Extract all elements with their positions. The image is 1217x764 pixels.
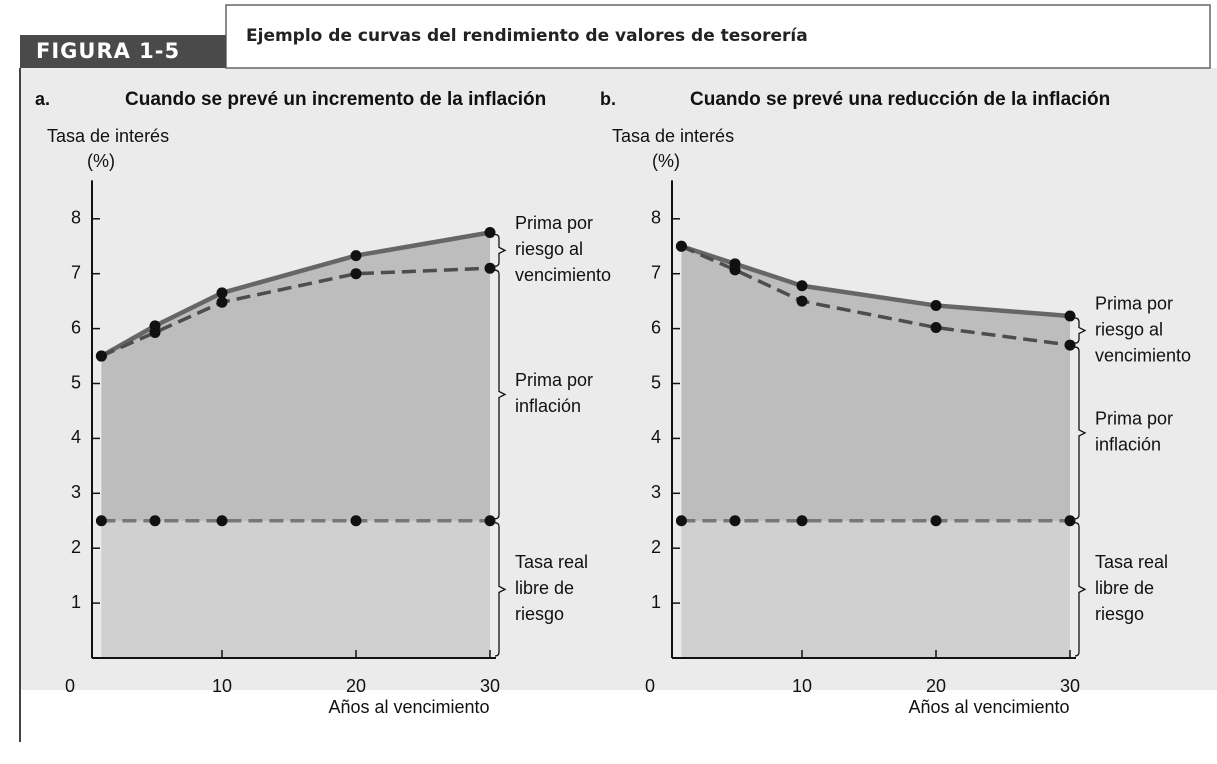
y-tick-label: 4 (651, 427, 661, 447)
data-point (930, 322, 942, 334)
data-point (930, 515, 942, 527)
x-axis-label: Años al vencimiento (328, 697, 489, 717)
x-tick-label: 10 (792, 676, 812, 696)
data-point (95, 350, 107, 362)
data-point (930, 300, 942, 312)
y-tick-label: 2 (71, 537, 81, 557)
y-tick-label: 8 (71, 208, 81, 228)
data-point (1064, 339, 1076, 351)
data-point (95, 515, 107, 527)
y-tick-label: 7 (71, 262, 81, 282)
bracket (1074, 522, 1087, 657)
x-axis-label: Años al vencimiento (908, 697, 1069, 717)
chart-title: Cuando se prevé un incremento de la infl… (125, 89, 546, 110)
y-axis-label: (%) (87, 151, 115, 171)
chart-title: Cuando se prevé una reducción de la infl… (690, 89, 1110, 110)
y-tick-label: 8 (651, 208, 661, 228)
panel-letter: b. (600, 89, 616, 109)
y-axis-label: (%) (652, 151, 680, 171)
data-point (796, 295, 808, 307)
y-axis-label: Tasa de interés (612, 126, 734, 146)
area-real (101, 520, 491, 658)
y-tick-label: 1 (71, 592, 81, 612)
annotation: inflación (515, 396, 581, 416)
bracket (494, 269, 507, 520)
x-tick-label: 20 (346, 676, 366, 696)
data-point (729, 264, 741, 276)
annotation: Prima por (515, 370, 593, 390)
annotation: vencimiento (1095, 345, 1191, 365)
annotation: inflación (1095, 435, 1161, 455)
x-tick-label: 0 (645, 676, 655, 696)
data-point (149, 515, 161, 527)
data-point (216, 287, 228, 299)
data-point (1064, 310, 1076, 322)
y-tick-label: 5 (71, 372, 81, 392)
annotation: libre de (515, 578, 574, 598)
annotation: Prima por (1095, 409, 1173, 429)
data-point (350, 268, 362, 280)
bracket (494, 522, 507, 657)
data-point (484, 227, 496, 239)
bracket (494, 233, 507, 267)
data-point (675, 240, 687, 252)
x-tick-label: 10 (212, 676, 232, 696)
annotation: Prima por (515, 213, 593, 233)
data-point (350, 515, 362, 527)
annotation: Tasa real (515, 552, 588, 572)
data-point (350, 250, 362, 262)
y-tick-label: 2 (651, 537, 661, 557)
y-tick-label: 6 (71, 317, 81, 337)
annotation: riesgo al (1095, 319, 1163, 339)
annotation: vencimiento (515, 265, 611, 285)
annotation: Prima por (1095, 293, 1173, 313)
annotation: riesgo (515, 604, 564, 624)
bracket (1074, 346, 1087, 520)
figure-label-box (20, 35, 226, 68)
data-point (729, 515, 741, 527)
data-point (216, 296, 228, 308)
bracket (1074, 317, 1087, 344)
area-real (681, 520, 1070, 658)
x-tick-label: 20 (926, 676, 946, 696)
y-tick-label: 4 (71, 427, 81, 447)
x-tick-label: 30 (480, 676, 500, 696)
annotation: libre de (1095, 578, 1154, 598)
figure-label: FIGURA 1-5 (36, 39, 180, 63)
title-box (225, 4, 1211, 69)
data-point (796, 280, 808, 292)
data-point (1064, 515, 1076, 527)
data-point (149, 326, 161, 338)
annotation: Tasa real (1095, 552, 1168, 572)
figure-title: Ejemplo de curvas del rendimiento de val… (246, 26, 808, 46)
y-axis-label: Tasa de interés (47, 126, 169, 146)
y-tick-label: 1 (651, 592, 661, 612)
x-tick-label: 0 (65, 676, 75, 696)
annotation: riesgo al (515, 239, 583, 259)
annotation: riesgo (1095, 604, 1144, 624)
data-point (796, 515, 808, 527)
data-point (216, 515, 228, 527)
data-point (484, 515, 496, 527)
y-tick-label: 5 (651, 372, 661, 392)
y-tick-label: 6 (651, 317, 661, 337)
data-point (675, 515, 687, 527)
data-point (484, 262, 496, 274)
panel-letter: a. (35, 89, 50, 109)
x-tick-label: 30 (1060, 676, 1080, 696)
y-tick-label: 3 (651, 482, 661, 502)
y-tick-label: 3 (71, 482, 81, 502)
y-tick-label: 7 (651, 262, 661, 282)
